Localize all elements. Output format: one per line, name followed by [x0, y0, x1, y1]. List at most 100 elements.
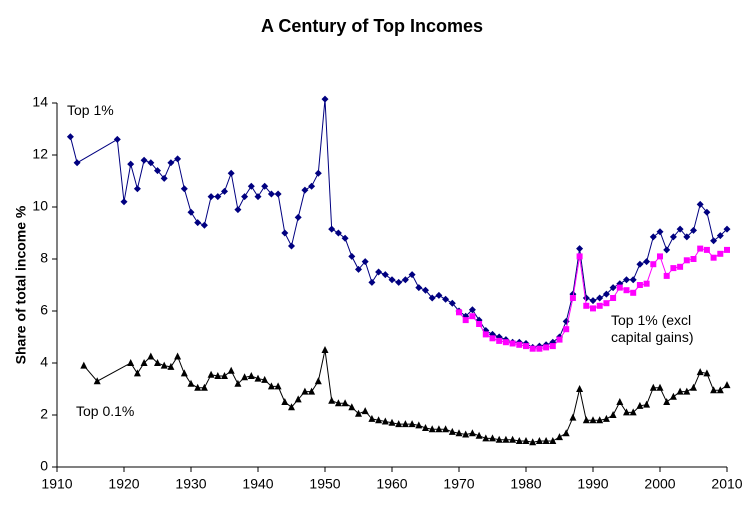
point: [582, 416, 590, 424]
point: [221, 187, 228, 195]
point: [529, 438, 537, 446]
point: [448, 299, 456, 307]
point: [710, 254, 717, 261]
point: [301, 387, 309, 395]
x-tick-label: 1990: [577, 476, 608, 492]
point: [127, 160, 135, 168]
point: [583, 302, 590, 309]
x-tick-label: 1980: [510, 476, 541, 492]
point: [348, 252, 356, 260]
point: [602, 290, 610, 298]
y-axis-label: Share of total income %: [13, 205, 29, 364]
point: [381, 271, 389, 279]
point: [690, 383, 697, 391]
chart-title: A Century of Top Incomes: [261, 16, 483, 36]
point: [576, 245, 584, 253]
point: [623, 287, 630, 294]
point: [241, 193, 249, 201]
point: [509, 340, 516, 347]
point: [308, 182, 316, 190]
point: [716, 232, 724, 240]
point: [650, 261, 657, 268]
point: [576, 385, 584, 392]
point: [629, 276, 637, 284]
point: [388, 276, 396, 284]
point: [254, 193, 262, 201]
point: [636, 260, 644, 268]
point: [395, 420, 403, 428]
point: [160, 361, 168, 369]
x-tick-label: 1970: [443, 476, 474, 492]
point: [569, 413, 577, 421]
point: [495, 435, 503, 443]
point: [602, 414, 610, 422]
point: [696, 368, 704, 376]
point: [710, 237, 718, 245]
point: [234, 379, 242, 387]
point: [274, 190, 282, 198]
point: [676, 387, 684, 395]
point: [649, 233, 657, 241]
point: [147, 352, 155, 360]
point: [509, 435, 517, 443]
point: [221, 372, 228, 379]
point: [247, 372, 255, 379]
x-tick-label: 2000: [644, 476, 675, 492]
y-tick-label: 10: [32, 198, 48, 214]
point: [93, 377, 101, 385]
point: [200, 221, 208, 229]
point: [456, 309, 462, 316]
point: [140, 359, 148, 366]
point: [361, 258, 369, 266]
point: [475, 431, 483, 439]
point: [656, 383, 664, 391]
point: [127, 359, 135, 366]
point: [73, 159, 81, 167]
point: [697, 245, 704, 252]
point: [543, 344, 550, 351]
point: [676, 225, 684, 233]
point: [375, 416, 383, 424]
point: [174, 155, 182, 163]
point: [187, 379, 195, 387]
point: [516, 341, 523, 348]
x-tick-label: 1940: [242, 476, 273, 492]
point: [180, 185, 188, 193]
point: [281, 229, 289, 237]
point: [482, 434, 490, 442]
series-annotation: Top 0.1%: [73, 402, 138, 421]
y-tick-label: 2: [40, 406, 48, 422]
point: [703, 208, 711, 216]
x-tick-label: 1930: [175, 476, 206, 492]
point: [609, 284, 617, 292]
x-tick-label: 1960: [376, 476, 407, 492]
point: [308, 387, 316, 395]
point: [415, 284, 423, 292]
point: [401, 420, 409, 428]
point: [623, 276, 630, 284]
x-tick-label: 1910: [41, 476, 72, 492]
y-tick-label: 12: [32, 146, 48, 162]
point: [154, 359, 161, 366]
point: [200, 383, 208, 391]
y-tick-label: 6: [40, 302, 48, 318]
point: [160, 174, 168, 182]
point: [167, 159, 175, 167]
point: [696, 200, 704, 208]
point: [174, 352, 182, 360]
point: [717, 250, 724, 257]
point: [328, 225, 336, 233]
point: [462, 317, 469, 324]
point: [669, 233, 677, 241]
point: [267, 382, 275, 390]
point: [267, 190, 275, 198]
series-line: [69, 99, 728, 348]
point: [596, 416, 604, 424]
point: [435, 291, 443, 299]
point: [468, 306, 476, 314]
point: [723, 381, 731, 389]
point: [314, 169, 322, 177]
point: [120, 198, 128, 206]
point: [596, 302, 603, 309]
point: [281, 398, 289, 405]
